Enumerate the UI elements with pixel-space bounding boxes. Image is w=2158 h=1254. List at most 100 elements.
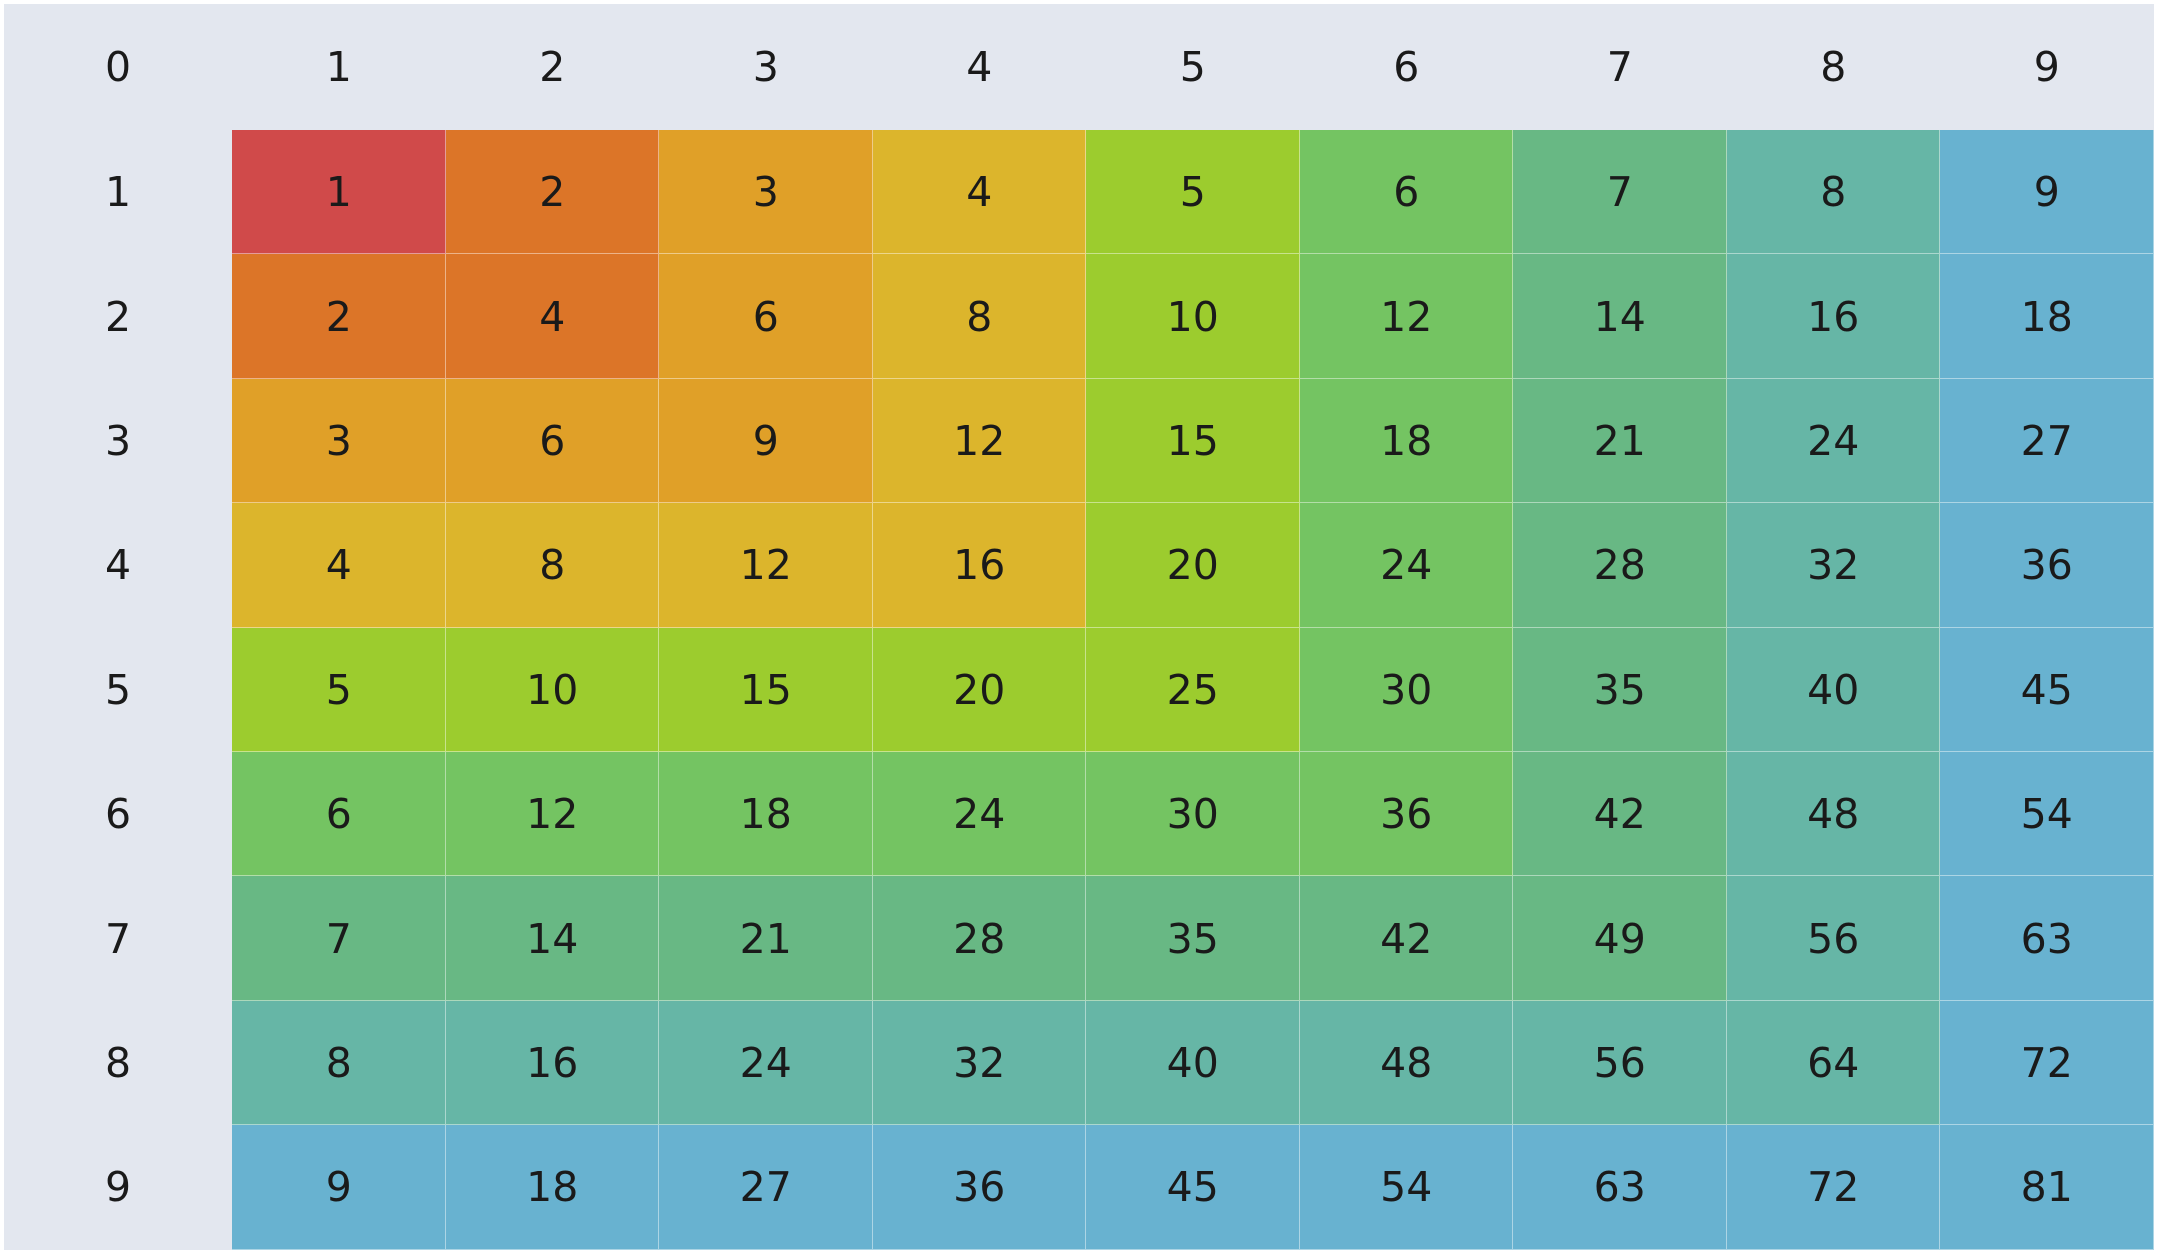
product-cell: 2 xyxy=(445,130,659,255)
product-cell: 40 xyxy=(1086,1000,1300,1126)
product-cell: 3 xyxy=(659,130,873,255)
corner-header: 0 xyxy=(4,4,232,130)
product-cell: 30 xyxy=(1299,627,1513,752)
product-cell: 14 xyxy=(445,876,659,1001)
product-cell: 2 xyxy=(232,254,446,379)
product-cell: 6 xyxy=(1299,130,1513,255)
product-cell: 10 xyxy=(1086,254,1300,379)
product-cell: 21 xyxy=(659,876,873,1001)
product-cell: 12 xyxy=(659,503,873,628)
product-cell: 9 xyxy=(232,1125,446,1250)
product-cell: 15 xyxy=(659,627,873,752)
product-cell: 18 xyxy=(659,751,873,877)
column-header-7: 7 xyxy=(1513,4,1727,130)
product-cell: 5 xyxy=(232,627,446,752)
product-cell: 16 xyxy=(1726,254,1940,379)
row-header-2: 2 xyxy=(4,254,232,379)
row-header-3: 3 xyxy=(4,378,232,504)
product-cell: 49 xyxy=(1513,876,1727,1001)
product-cell: 35 xyxy=(1513,627,1727,752)
product-cell: 3 xyxy=(232,378,446,504)
product-cell: 1 xyxy=(232,130,446,255)
product-cell: 42 xyxy=(1299,876,1513,1001)
product-cell: 24 xyxy=(1726,378,1940,504)
product-cell: 6 xyxy=(445,378,659,504)
row-header-5: 5 xyxy=(4,627,232,752)
row-header-8: 8 xyxy=(4,1000,232,1126)
column-header-8: 8 xyxy=(1726,4,1940,130)
product-cell: 24 xyxy=(659,1000,873,1126)
product-cell: 48 xyxy=(1299,1000,1513,1126)
product-cell: 36 xyxy=(1940,503,2154,628)
product-cell: 72 xyxy=(1726,1125,1940,1250)
product-cell: 12 xyxy=(872,378,1086,504)
row-header-9: 9 xyxy=(4,1125,232,1250)
product-cell: 32 xyxy=(1726,503,1940,628)
product-cell: 27 xyxy=(1940,378,2154,504)
column-header-3: 3 xyxy=(659,4,873,130)
product-cell: 21 xyxy=(1513,378,1727,504)
product-cell: 48 xyxy=(1726,751,1940,877)
product-cell: 4 xyxy=(872,130,1086,255)
product-cell: 4 xyxy=(232,503,446,628)
product-cell: 28 xyxy=(1513,503,1727,628)
product-cell: 16 xyxy=(872,503,1086,628)
column-header-4: 4 xyxy=(872,4,1086,130)
product-cell: 12 xyxy=(1299,254,1513,379)
product-cell: 32 xyxy=(872,1000,1086,1126)
product-cell: 18 xyxy=(1940,254,2154,379)
product-cell: 8 xyxy=(872,254,1086,379)
column-header-1: 1 xyxy=(232,4,446,130)
product-cell: 42 xyxy=(1513,751,1727,877)
product-cell: 24 xyxy=(1299,503,1513,628)
column-header-2: 2 xyxy=(445,4,659,130)
product-cell: 56 xyxy=(1513,1000,1727,1126)
product-cell: 45 xyxy=(1086,1125,1300,1250)
product-cell: 36 xyxy=(1299,751,1513,877)
product-cell: 20 xyxy=(872,627,1086,752)
product-cell: 63 xyxy=(1513,1125,1727,1250)
product-cell: 5 xyxy=(1086,130,1300,255)
product-cell: 7 xyxy=(1513,130,1727,255)
product-cell: 6 xyxy=(659,254,873,379)
product-cell: 10 xyxy=(445,627,659,752)
product-cell: 14 xyxy=(1513,254,1727,379)
product-cell: 8 xyxy=(232,1000,446,1126)
product-cell: 7 xyxy=(232,876,446,1001)
product-cell: 9 xyxy=(659,378,873,504)
product-cell: 25 xyxy=(1086,627,1300,752)
row-header-7: 7 xyxy=(4,876,232,1001)
row-header-4: 4 xyxy=(4,503,232,628)
column-header-5: 5 xyxy=(1086,4,1300,130)
product-cell: 6 xyxy=(232,751,446,877)
product-cell: 8 xyxy=(445,503,659,628)
product-cell: 63 xyxy=(1940,876,2154,1001)
column-header-6: 6 xyxy=(1299,4,1513,130)
row-header-6: 6 xyxy=(4,751,232,877)
product-cell: 27 xyxy=(659,1125,873,1250)
product-cell: 8 xyxy=(1726,130,1940,255)
product-cell: 35 xyxy=(1086,876,1300,1001)
column-header-9: 9 xyxy=(1940,4,2154,130)
product-cell: 81 xyxy=(1940,1125,2154,1250)
product-cell: 9 xyxy=(1940,130,2154,255)
multiplication-table: 0 1 2 3 4 5 6 7 8 9 1 1 2 3 4 5 6 7 8 9 2 2 4 6 8 10 12 14 16 18 3 3 6 9… xyxy=(4,4,2154,1250)
product-cell: 36 xyxy=(872,1125,1086,1250)
product-cell: 54 xyxy=(1940,751,2154,877)
product-cell: 16 xyxy=(445,1000,659,1126)
product-cell: 18 xyxy=(445,1125,659,1250)
product-cell: 24 xyxy=(872,751,1086,877)
row-header-1: 1 xyxy=(4,130,232,255)
product-cell: 45 xyxy=(1940,627,2154,752)
product-cell: 64 xyxy=(1726,1000,1940,1126)
product-cell: 72 xyxy=(1940,1000,2154,1126)
product-cell: 4 xyxy=(445,254,659,379)
product-cell: 15 xyxy=(1086,378,1300,504)
product-cell: 56 xyxy=(1726,876,1940,1001)
product-cell: 28 xyxy=(872,876,1086,1001)
product-cell: 40 xyxy=(1726,627,1940,752)
product-cell: 20 xyxy=(1086,503,1300,628)
product-cell: 18 xyxy=(1299,378,1513,504)
product-cell: 54 xyxy=(1299,1125,1513,1250)
product-cell: 30 xyxy=(1086,751,1300,877)
